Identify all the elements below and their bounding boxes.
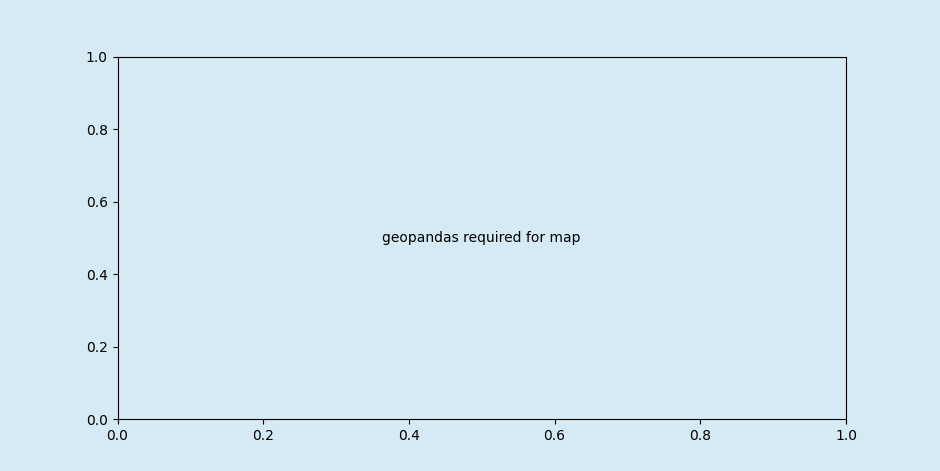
Text: geopandas required for map: geopandas required for map: [383, 231, 581, 245]
